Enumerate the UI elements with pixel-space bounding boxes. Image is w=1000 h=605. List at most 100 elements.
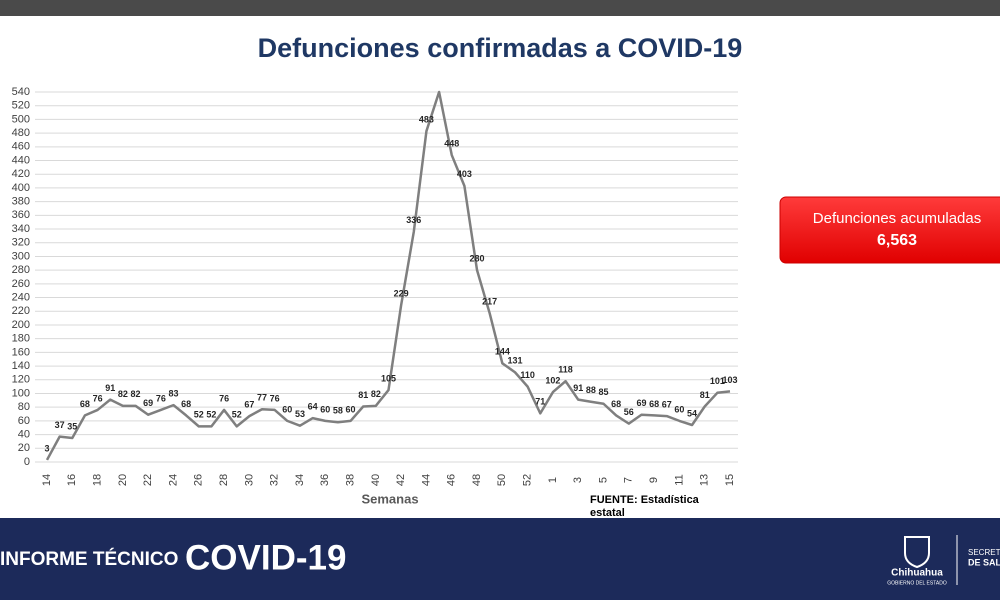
y-tick-label: 0: [24, 456, 30, 468]
y-tick-label: 540: [12, 86, 30, 98]
x-tick-label: 11: [673, 474, 685, 485]
footer-prefix: INFORME TÉCNICO: [0, 548, 178, 570]
x-tick-label: 1: [547, 477, 559, 483]
data-label: 60: [674, 404, 684, 414]
x-tick-label: 3: [572, 477, 584, 483]
logo-sub: GOBIERNO DEL ESTADO: [887, 580, 947, 586]
y-tick-label: 20: [18, 442, 30, 454]
source-box: FUENTE: Estadística estatal: [590, 494, 699, 519]
data-label: 76: [270, 393, 280, 403]
data-label: 229: [394, 288, 409, 298]
y-tick-label: 120: [12, 374, 30, 386]
data-label: 52: [232, 410, 242, 420]
x-tick-label: 7: [623, 477, 635, 483]
y-tick-label: 180: [12, 333, 30, 345]
y-tick-label: 320: [12, 237, 30, 249]
y-tick-label: 300: [12, 250, 30, 262]
x-tick-label: 44: [420, 474, 432, 486]
data-label: 81: [358, 390, 368, 400]
x-tick-label: 15: [724, 474, 736, 486]
callout-box: [779, 196, 1000, 264]
data-label: 448: [444, 138, 459, 148]
x-tick-label: 52: [522, 474, 534, 486]
data-label: 82: [371, 389, 381, 399]
data-label: 105: [381, 373, 396, 383]
y-tick-label: 140: [12, 360, 30, 372]
x-tick-label: 14: [41, 474, 53, 486]
data-label: 58: [333, 406, 343, 416]
x-tick-label: 34: [294, 474, 306, 486]
x-tick-label: 28: [218, 474, 230, 486]
logo-shield: [904, 536, 930, 569]
data-label: 52: [206, 410, 216, 420]
y-tick-label: 280: [12, 264, 30, 276]
dept-line2: DE SAL: [968, 557, 1000, 567]
x-tick-label: 24: [167, 474, 179, 486]
x-tick-label: 32: [269, 474, 281, 486]
data-label: 35: [67, 421, 77, 431]
data-label: 102: [545, 375, 560, 385]
y-tick-label: 160: [12, 346, 30, 358]
data-label: 60: [346, 404, 356, 414]
x-tick-label: 38: [344, 474, 356, 486]
data-label: 71: [535, 397, 545, 407]
data-label: 77: [257, 393, 267, 403]
data-label: 37: [55, 420, 65, 430]
x-tick-label: 18: [91, 474, 103, 486]
x-axis-label: Semanas: [361, 491, 418, 506]
y-tick-label: 460: [12, 141, 30, 153]
y-tick-label: 380: [12, 196, 30, 208]
y-tick-label: 100: [12, 387, 30, 399]
y-tick-label: 60: [18, 415, 30, 427]
y-tick-label: 200: [12, 319, 30, 331]
data-label: 81: [700, 390, 710, 400]
data-label: 144: [495, 347, 510, 357]
x-tick-label: 20: [117, 474, 129, 486]
y-tick-label: 80: [18, 401, 30, 413]
footer-title: COVID-19: [185, 538, 346, 577]
logo-text: Chihuahua: [891, 568, 943, 579]
y-tick-label: 440: [12, 154, 30, 166]
data-label: 69: [636, 398, 646, 408]
data-label: 101: [710, 376, 725, 386]
callout-label: Defunciones acumuladas: [813, 210, 981, 227]
y-tick-label: 260: [12, 278, 30, 290]
x-tick-label: 50: [496, 474, 508, 486]
data-label: 336: [406, 215, 421, 225]
data-label: 76: [219, 393, 229, 403]
x-tick-label: 9: [648, 477, 660, 483]
y-tick-label: 480: [12, 127, 30, 139]
x-tick-label: 36: [319, 474, 331, 486]
y-tick-label: 40: [18, 428, 30, 440]
data-label: 68: [611, 399, 621, 409]
x-tick-label: 48: [471, 474, 483, 486]
data-label: 76: [156, 393, 166, 403]
data-label: 85: [599, 387, 609, 397]
y-tick-label: 500: [12, 113, 30, 125]
data-label: 91: [105, 383, 115, 393]
data-label: 54: [687, 408, 697, 418]
data-label: 56: [624, 407, 634, 417]
dept-line1: SECRETA: [968, 548, 1000, 557]
x-tick-label: 22: [142, 474, 154, 486]
data-label: 217: [482, 297, 497, 307]
y-tick-label: 340: [12, 223, 30, 235]
y-tick-label: 360: [12, 209, 30, 221]
x-tick-label: 40: [370, 474, 382, 486]
x-tick-label: 26: [193, 474, 205, 486]
data-label: 67: [244, 399, 254, 409]
data-label: 131: [507, 356, 522, 366]
data-label: 53: [295, 409, 305, 419]
data-label: 83: [168, 389, 178, 399]
x-tick-label: 16: [66, 474, 78, 486]
y-tick-label: 420: [12, 168, 30, 180]
data-label: 68: [181, 399, 191, 409]
data-label: 88: [586, 385, 596, 395]
y-tick-label: 240: [12, 291, 30, 303]
data-label: 68: [80, 399, 90, 409]
data-label: 82: [131, 389, 141, 399]
data-label: 91: [573, 383, 583, 393]
data-label: 118: [558, 365, 573, 375]
line: [45, 90, 731, 461]
data-label: 52: [194, 410, 204, 420]
